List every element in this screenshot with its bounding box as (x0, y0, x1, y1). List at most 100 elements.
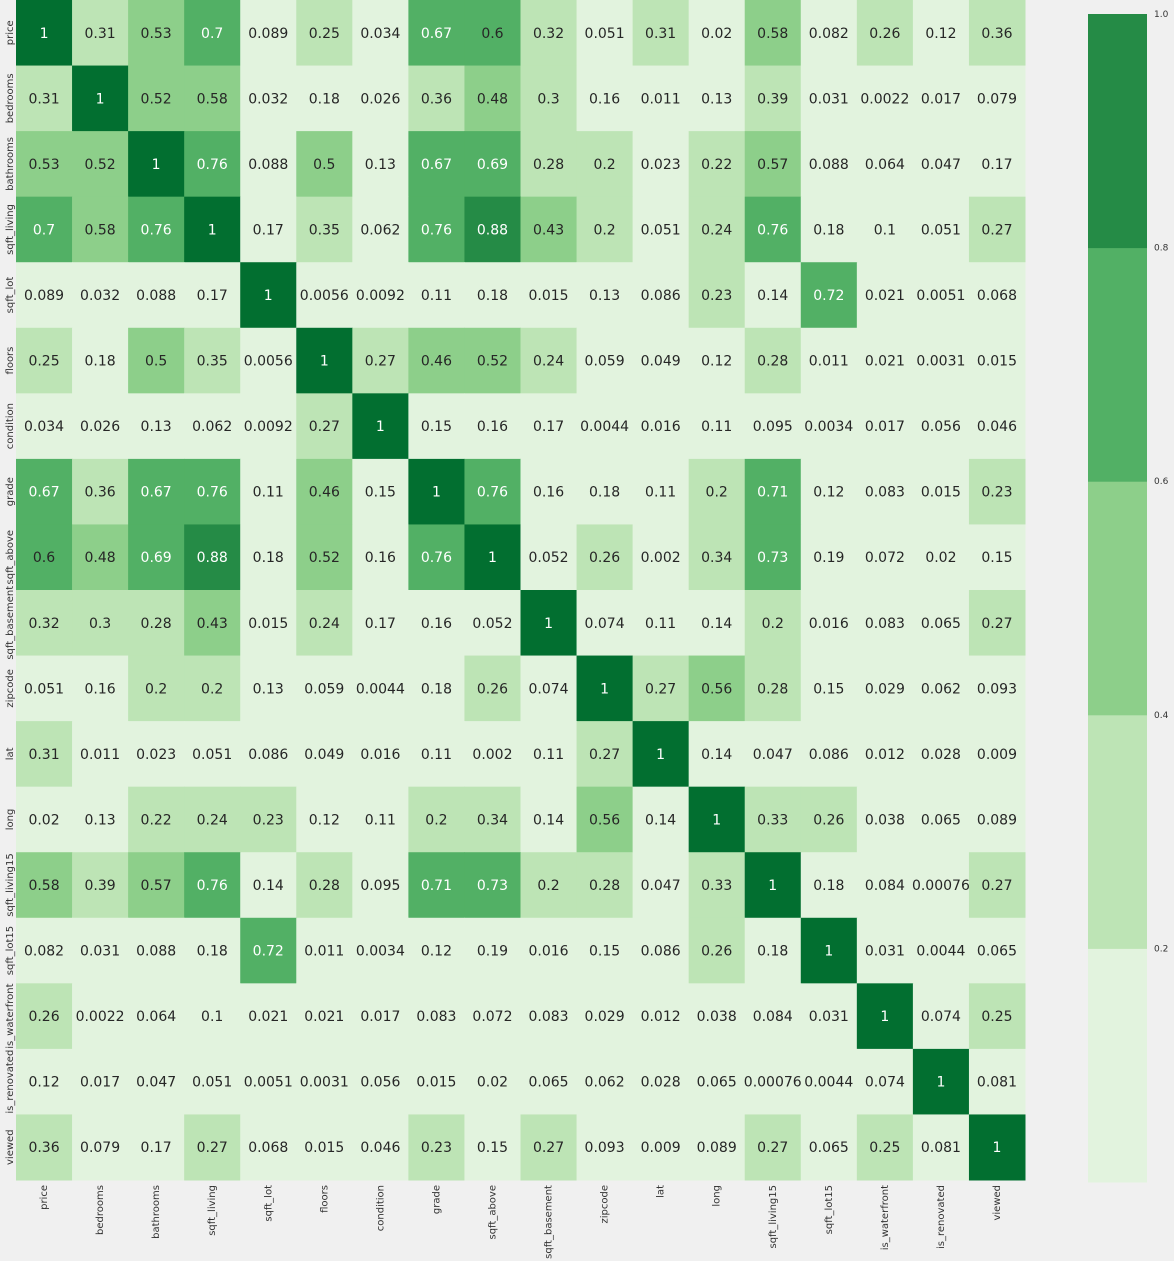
heatmap-cell (296, 196, 353, 263)
heatmap-cell (16, 196, 73, 263)
heatmap-cell (296, 65, 353, 132)
heatmap-cell (744, 590, 802, 657)
heatmap-cell (744, 983, 802, 1050)
y-tick-label: sqft_basement (5, 586, 16, 660)
cell-value-label: 1 (824, 944, 833, 960)
heatmap-cell (128, 196, 185, 263)
cell-value-label: 0.065 (921, 812, 961, 828)
x-tick-label: is_renovated (936, 1185, 947, 1249)
colorbar-tick-label: 0.4 (1154, 711, 1169, 721)
heatmap-cell (912, 1048, 970, 1115)
heatmap-cell (688, 1114, 746, 1181)
cell-value-label: 0.082 (809, 26, 849, 42)
cell-value-label: 0.32 (28, 616, 59, 632)
heatmap-cell (72, 65, 129, 132)
colorbar-tick-label: 0.2 (1154, 944, 1168, 954)
heatmap-cell (912, 262, 970, 329)
cell-value-label: 0.46 (421, 354, 452, 370)
cell-value-label: 0.14 (253, 878, 284, 894)
cell-value-label: 0.011 (80, 747, 120, 763)
heatmap-cell (632, 590, 690, 657)
cell-value-label: 0.062 (192, 419, 232, 435)
heatmap-cell (744, 196, 802, 263)
heatmap-cell (632, 1048, 690, 1115)
heatmap-cell (240, 524, 297, 591)
heatmap-cell (72, 458, 129, 525)
heatmap-cell (240, 655, 297, 722)
heatmap-cell (632, 458, 690, 525)
heatmap-cell (968, 1048, 1026, 1115)
cell-value-label: 0.047 (641, 878, 681, 894)
heatmap-cell (576, 655, 634, 722)
cell-value-label: 0.011 (304, 944, 344, 960)
heatmap-cell (800, 0, 858, 67)
heatmap-cell (184, 393, 241, 460)
cell-value-label: 0.12 (813, 485, 844, 501)
cell-value-label: 0.12 (701, 354, 732, 370)
heatmap-cell (464, 458, 521, 525)
heatmap-cell (744, 655, 802, 722)
heatmap-cell (800, 458, 858, 525)
cell-value-label: 0.017 (865, 419, 905, 435)
heatmap-cell (688, 196, 746, 263)
cell-value-label: 0.015 (528, 288, 568, 304)
cell-value-label: 0.24 (701, 222, 732, 238)
y-tick-label: zipcode (5, 669, 16, 708)
cell-value-label: 0.73 (757, 550, 788, 566)
cell-value-label: 0.14 (701, 747, 732, 763)
cell-value-label: 0.062 (921, 681, 961, 697)
cell-value-label: 0.015 (416, 1075, 456, 1091)
cell-value-label: 0.052 (472, 616, 512, 632)
cell-value-label: 0.02 (477, 1075, 508, 1091)
cell-value-label: 0.43 (533, 222, 564, 238)
heatmap-cell (576, 131, 634, 198)
heatmap-cell (744, 0, 802, 67)
cell-value-label: 0.22 (701, 157, 732, 173)
heatmap-cell (576, 262, 634, 329)
heatmap-cell (240, 590, 297, 657)
cell-value-label: 0.76 (757, 222, 788, 238)
colorbar-segment (1088, 714, 1147, 949)
heatmap-cell (800, 786, 858, 853)
cell-value-label: 0.079 (977, 91, 1017, 107)
heatmap-cell (576, 65, 634, 132)
heatmap-cell (856, 983, 914, 1050)
cell-value-label: 0.69 (141, 550, 172, 566)
cell-value-label: 0.016 (360, 747, 400, 763)
cell-value-label: 0.02 (925, 550, 956, 566)
heatmap-cell (632, 852, 690, 919)
heatmap-cell (72, 655, 129, 722)
cell-value-label: 0.028 (921, 747, 961, 763)
heatmap-cell (744, 458, 802, 525)
heatmap-cell (408, 786, 465, 853)
cell-value-label: 0.18 (757, 944, 788, 960)
cell-value-label: 1 (376, 419, 385, 435)
cell-value-label: 1 (432, 485, 441, 501)
heatmap-cell (352, 0, 409, 67)
heatmap-cell (16, 655, 73, 722)
cell-value-label: 0.2 (762, 616, 784, 632)
heatmap-cell (912, 721, 970, 788)
heatmap-cell (800, 1048, 858, 1115)
cell-value-label: 0.26 (701, 944, 732, 960)
cell-value-label: 0.021 (865, 354, 905, 370)
heatmap-cell (576, 721, 634, 788)
heatmap-cell (240, 262, 297, 329)
cell-value-label: 0.52 (477, 354, 508, 370)
heatmap-cell (240, 0, 297, 67)
cell-value-label: 0.18 (197, 944, 228, 960)
heatmap-cell (296, 1048, 353, 1115)
cell-value-label: 0.27 (365, 354, 396, 370)
heatmap-cell (464, 262, 521, 329)
cell-value-label: 0.46 (309, 485, 340, 501)
heatmap-cell (856, 262, 914, 329)
heatmap-cell (128, 655, 185, 722)
cell-value-label: 0.068 (977, 288, 1017, 304)
heatmap-cell (912, 196, 970, 263)
cell-value-label: 0.11 (421, 288, 452, 304)
cell-value-label: 0.083 (528, 1009, 568, 1025)
heatmap-cell (352, 196, 409, 263)
x-tick-label: sqft_basement (544, 1185, 555, 1259)
heatmap-cell (352, 786, 409, 853)
colorbar-segment (1088, 481, 1147, 716)
